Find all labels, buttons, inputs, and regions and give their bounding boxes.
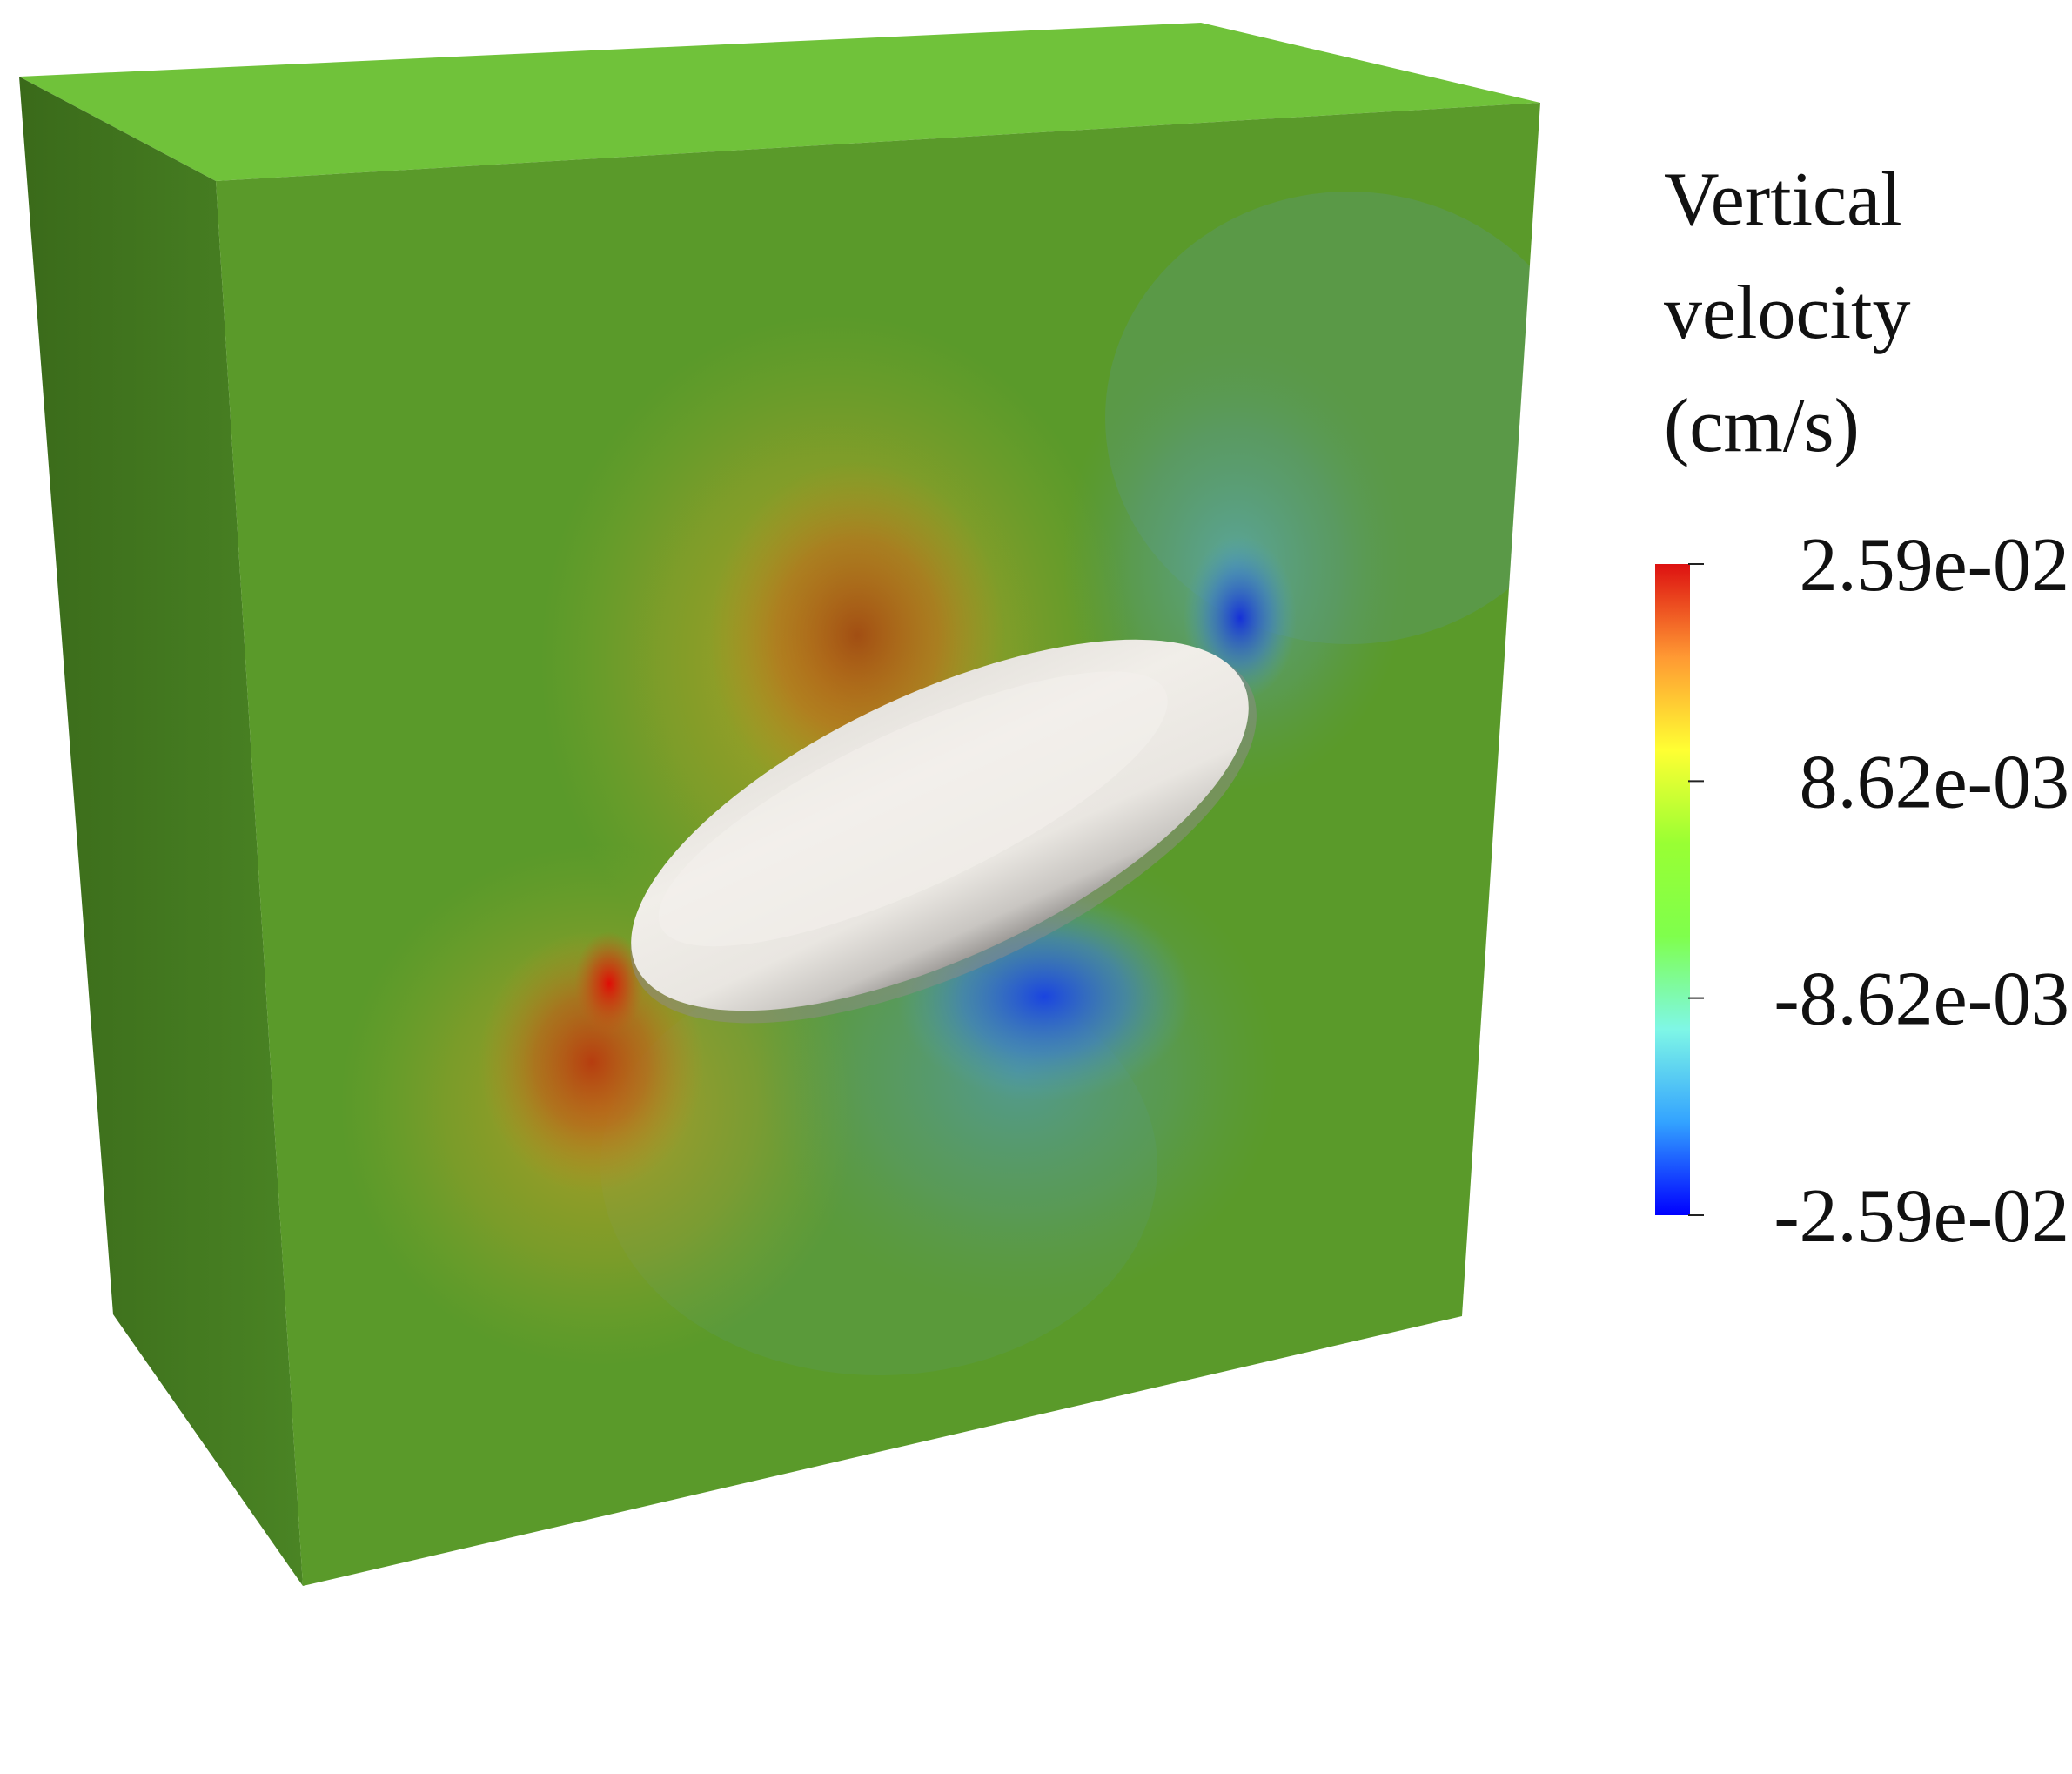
colorbar-tick-label: -2.59e-02 <box>1774 1174 2069 1259</box>
legend-title-line-1: Vertical <box>1664 158 1902 242</box>
legend-title-line-2: velocity <box>1664 271 1910 355</box>
colorbar-legend: Vertical velocity (cm/s) 2.59e-02 8.62e-0… <box>1655 158 2069 1259</box>
velocity-field-overlay <box>339 192 1540 1375</box>
box-top-face <box>19 23 1540 181</box>
colorbar-tick-label: 2.59e-02 <box>1800 523 2069 608</box>
colorbar-tick-label: 8.62e-03 <box>1800 740 2069 824</box>
colorbar-tick-label: -8.62e-03 <box>1774 958 2069 1042</box>
colorbar <box>1655 564 1690 1215</box>
legend-title-line-3: (cm/s) <box>1664 384 1860 468</box>
ellipsoid-body <box>630 639 1257 1024</box>
box-side-face <box>19 77 303 1586</box>
